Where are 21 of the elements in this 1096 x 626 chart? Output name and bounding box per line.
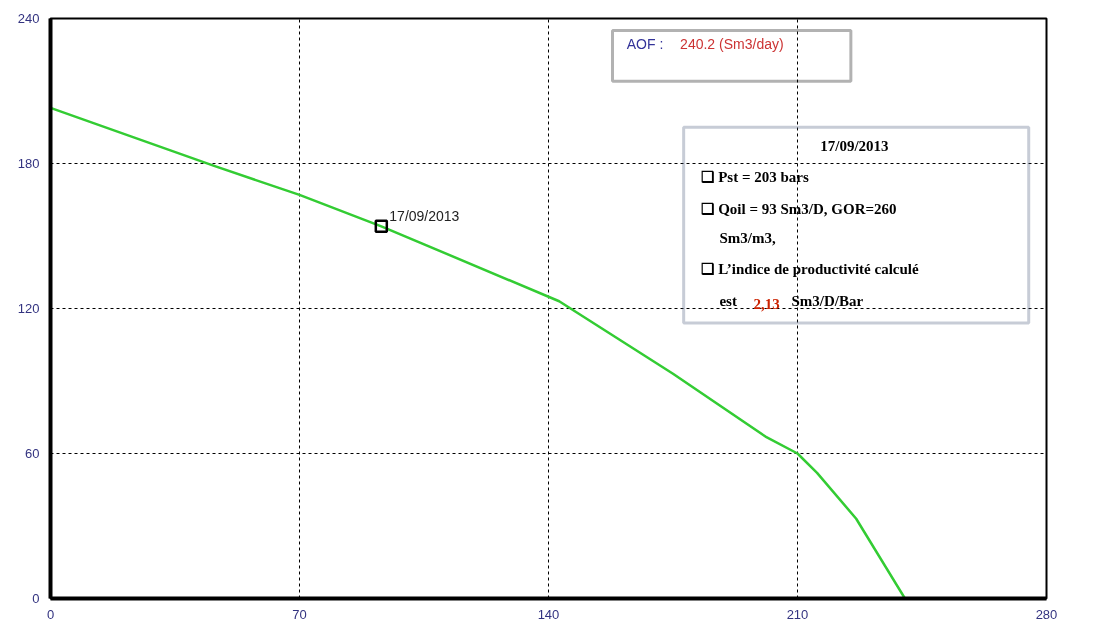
- y-tick-label: 120: [17, 301, 40, 316]
- x-tick-label: 140: [537, 606, 560, 622]
- annotation: Sm3/D/Bar: [791, 292, 864, 309]
- annotation: 17/09/2013: [820, 137, 889, 154]
- annotation: ❑ L’indice de productivité calculé: [701, 261, 919, 278]
- y-tick-label: 240: [17, 11, 40, 26]
- y-tick-label: 0: [32, 591, 40, 606]
- annotation: 2,13: [753, 295, 780, 312]
- annotation: 17/09/2013: [389, 208, 460, 225]
- annotation: ❑ Pst = 203 bars: [701, 169, 809, 186]
- x-tick-label: 0: [46, 606, 55, 622]
- y-tick-label: 60: [25, 446, 40, 461]
- annotation: ❑ Qoil = 93 Sm3/D, GOR=260: [701, 200, 897, 217]
- x-tick-label: 70: [292, 606, 307, 622]
- annotation: AOF :: [626, 36, 664, 53]
- annotation: 240.2 (Sm3/day): [680, 36, 784, 53]
- x-tick-label: 210: [786, 606, 809, 622]
- x-tick-label: 280: [1035, 606, 1058, 622]
- y-tick-label: 180: [17, 156, 40, 171]
- annotation: est: [719, 292, 737, 309]
- annotation: Sm3/m3,: [719, 229, 776, 246]
